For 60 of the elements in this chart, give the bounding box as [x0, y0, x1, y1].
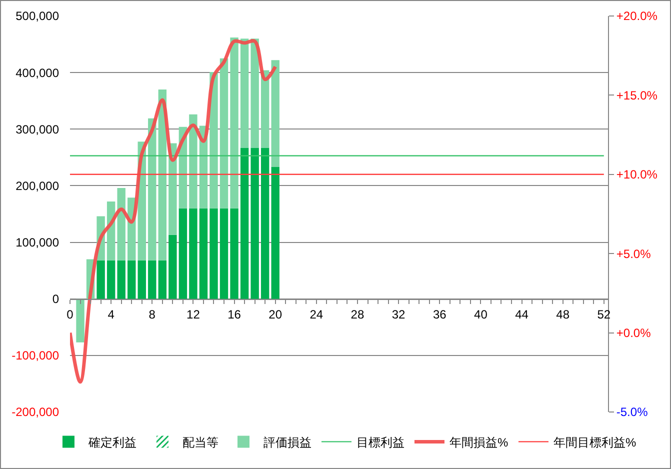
bar: [230, 38, 238, 208]
bar: [260, 148, 270, 299]
x-tick-label: 24: [310, 307, 324, 322]
legend-label: 年間目標利益%: [553, 435, 636, 450]
x-tick-label: 16: [228, 307, 242, 322]
bar: [210, 208, 218, 299]
y2-tick-label: +10.0%: [616, 168, 658, 182]
bar: [117, 260, 126, 299]
bar: [189, 208, 198, 299]
legend-label: 配当等: [182, 435, 218, 450]
y-tick-label: 0: [52, 292, 60, 306]
legend-label: 評価損益: [263, 435, 312, 450]
bar: [240, 148, 249, 299]
x-tick-label: 44: [515, 307, 529, 322]
bar: [230, 208, 238, 299]
y-tick-label: -200,000: [12, 405, 60, 420]
x-tick-label: 48: [556, 307, 570, 322]
x-tick-label: 12: [186, 307, 200, 322]
x-tick-label: 8: [148, 307, 156, 322]
bar: [106, 260, 116, 299]
y2-tick-label: -5.0%: [616, 405, 648, 420]
x-tick-label: 36: [432, 307, 447, 322]
y-tick-label: 400,000: [16, 66, 60, 80]
y-tick-label: 300,000: [16, 122, 60, 136]
y2-tick-label: +15.0%: [616, 88, 658, 102]
legend-label: 確定利益: [87, 435, 136, 450]
y-tick-label: 200,000: [16, 178, 60, 193]
y-tick-label: -100,000: [12, 348, 60, 363]
x-tick-label: 40: [474, 307, 488, 322]
bar: [271, 167, 280, 299]
bar: [250, 148, 259, 299]
bar: [240, 38, 249, 148]
x-tick-label: 32: [392, 307, 406, 322]
bar: [138, 260, 146, 299]
bar: [199, 208, 208, 299]
bar: [128, 260, 136, 299]
x-tick-label: 28: [350, 307, 364, 322]
bar: [271, 60, 280, 168]
y2-tick-label: +5.0%: [616, 246, 652, 261]
x-tick-label: 4: [108, 307, 115, 322]
x-tick-label: 0: [66, 307, 74, 322]
y-tick-label: 100,000: [16, 235, 60, 250]
bar: [117, 188, 126, 260]
x-tick-label: 20: [268, 307, 282, 322]
legend-label: 目標利益: [356, 435, 404, 450]
bar: [158, 260, 167, 299]
bar: [96, 260, 105, 299]
legend-label: 年間損益%: [449, 435, 508, 450]
y2-tick-label: +20.0%: [616, 9, 658, 24]
bar: [250, 38, 259, 148]
bar: [148, 260, 156, 299]
bar: [168, 234, 177, 299]
bar: [178, 208, 188, 299]
bar: [220, 208, 228, 299]
x-tick-label: 52: [597, 307, 611, 322]
bar: [220, 58, 228, 208]
y2-tick-label: +0.0%: [616, 326, 652, 340]
y-tick-label: 500,000: [16, 9, 60, 24]
bar: [76, 298, 84, 342]
bar: [260, 70, 270, 148]
